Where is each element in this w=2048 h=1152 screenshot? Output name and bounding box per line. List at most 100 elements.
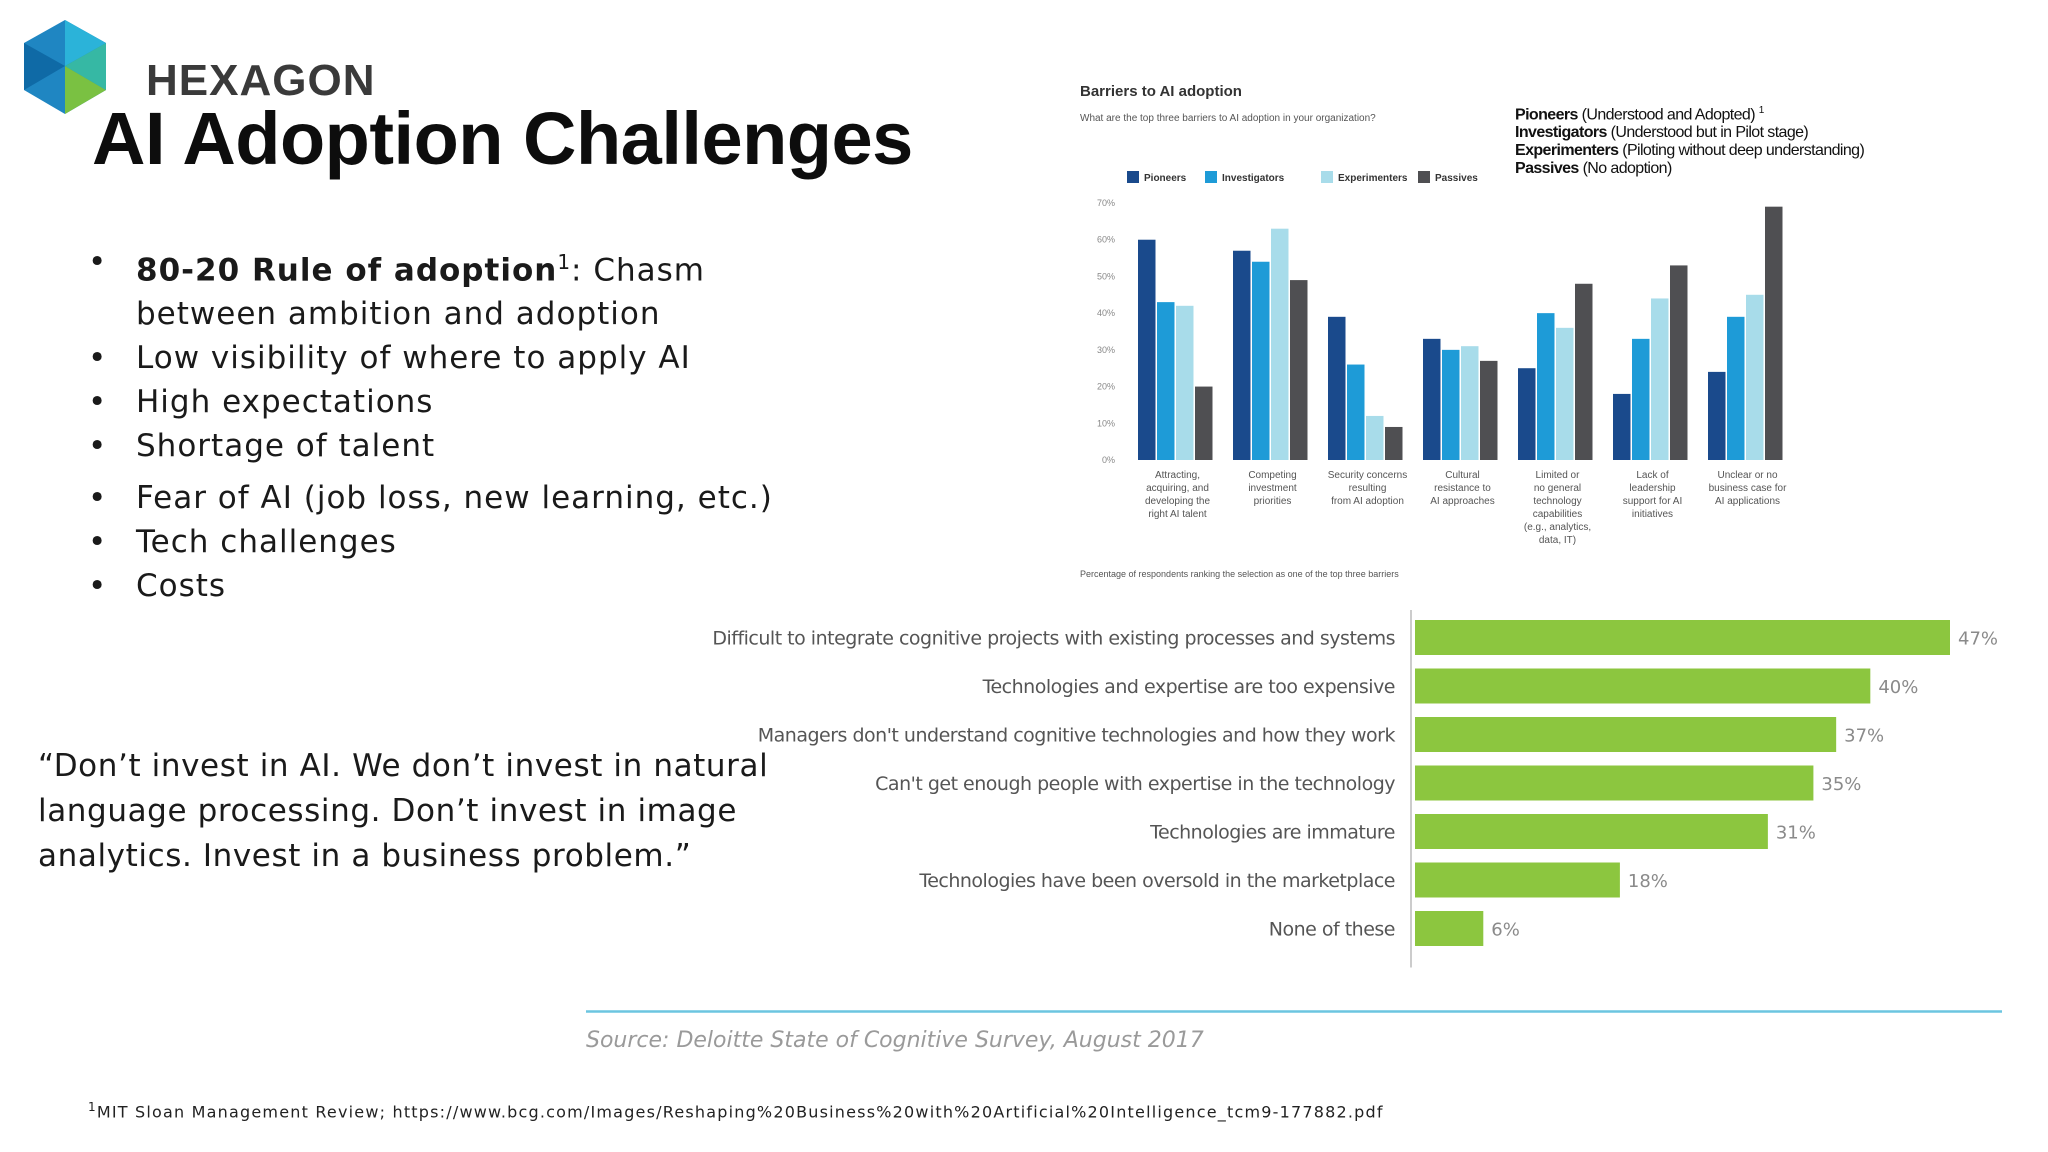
definition-term: Passives (1515, 160, 1579, 178)
data-label: 6% (1491, 920, 1520, 941)
plot-area: Difficult to integrate cognitive project… (712, 610, 1998, 968)
bullet-dot-icon: • (88, 340, 108, 377)
legend-swatch (1418, 171, 1430, 183)
x-tick-label: initiatives (1632, 509, 1673, 520)
y-tick-label: 40% (1097, 308, 1115, 318)
y-tick-label: 20% (1097, 382, 1115, 392)
bullet-dot-icon: • (88, 428, 108, 465)
x-tick-label: Unclear or no (1717, 470, 1777, 481)
barriers-bar-chart: Barriers to AI adoption What are the top… (1080, 83, 1787, 579)
bullet-item: • Tech challenges (88, 520, 828, 564)
bar (1176, 305, 1194, 460)
y-tick-label: 30% (1097, 345, 1115, 355)
bar (1651, 298, 1669, 460)
data-label: 47% (1958, 629, 1998, 650)
x-tick-label: resulting (1349, 483, 1387, 494)
source-text: Source: Deloitte State of Cognitive Surv… (586, 1028, 1204, 1053)
bar (1518, 368, 1536, 460)
x-tick-label: priorities (1254, 496, 1292, 507)
x-tick-label: Limited or (1536, 470, 1581, 481)
bar (1415, 911, 1484, 946)
bullet-dot-icon: • (88, 480, 108, 517)
footnote-text: MIT Sloan Management Review; https://www… (96, 1102, 1384, 1122)
plot-area (1138, 206, 1783, 460)
x-tick-label: support for AI (1623, 496, 1682, 507)
bullet-item: • Shortage of talent (88, 424, 828, 468)
bar (1632, 338, 1650, 460)
definition-item: Passives (No adoption) (1515, 160, 1864, 178)
legend-label: Investigators (1222, 173, 1285, 184)
hexagon-logo: HEXAGON (20, 18, 374, 118)
chart-note: Percentage of respondents ranking the se… (1080, 569, 1399, 579)
y-tick-label: 70% (1097, 198, 1115, 208)
bullet-text: Low visibility of where to apply AI (136, 340, 691, 377)
bullet-text: Shortage of talent (136, 428, 436, 465)
x-tick-label: Cultural (1445, 470, 1479, 481)
category-label: Can't get enough people with expertise i… (875, 773, 1395, 795)
category-label: Technologies and expertise are too expen… (982, 676, 1395, 698)
x-tick-label: data, IT) (1539, 535, 1576, 546)
chart-title: Barriers to AI adoption (1080, 83, 1242, 100)
y-tick-label: 50% (1097, 271, 1115, 281)
bullet-bold: 80-20 Rule of adoption (136, 252, 558, 289)
data-label: 18% (1628, 871, 1668, 892)
category-label: Difficult to integrate cognitive project… (712, 628, 1395, 650)
bullet-dot-icon: • (88, 244, 108, 280)
bar (1415, 620, 1950, 655)
bullet-item: • High expectations (88, 380, 828, 424)
bar (1556, 327, 1574, 460)
bar (1613, 393, 1631, 460)
bar (1366, 415, 1384, 460)
bullet-text: : Chasm between ambition and adoption (136, 252, 705, 333)
definition-term: Pioneers (1515, 106, 1578, 124)
legend-swatch (1321, 171, 1333, 183)
x-tick-label: investment (1248, 483, 1297, 494)
category-label: Technologies are immature (1149, 822, 1395, 844)
bar (1415, 668, 1871, 704)
bar (1537, 313, 1555, 460)
x-tick-label: developing the (1145, 496, 1210, 507)
legend-label: Experimenters (1338, 173, 1408, 184)
bar (1195, 386, 1213, 460)
category-label: None of these (1269, 919, 1395, 941)
footnote-sup: 1 (88, 1100, 97, 1114)
page-title: AI Adoption Challenges (92, 97, 913, 180)
data-label: 37% (1844, 726, 1884, 747)
bullet-text: Costs (136, 568, 227, 605)
bar (1157, 302, 1175, 460)
definition-sup: 1 (1758, 105, 1765, 116)
bullet-text: High expectations (136, 384, 434, 421)
x-tick-label: from AI adoption (1331, 496, 1404, 507)
x-tick-label: Attracting, (1155, 470, 1200, 481)
bullet-item: • Fear of AI (job loss, new learning, etc… (88, 476, 828, 520)
x-tick-label: leadership (1629, 483, 1676, 494)
hexagon-logo-mark-icon (24, 20, 106, 114)
data-label: 40% (1878, 677, 1918, 698)
legend-label: Pioneers (1144, 173, 1187, 184)
definition-desc: (Piloting without deep understanding) (1618, 142, 1865, 160)
definition-desc: (Understood but in Pilot stage) (1606, 124, 1809, 142)
legend-swatch (1205, 171, 1217, 183)
x-tick-label: AI approaches (1430, 496, 1495, 507)
bar (1290, 280, 1308, 460)
bar (1708, 371, 1726, 460)
x-tick-label: (e.g., analytics, (1524, 522, 1591, 533)
x-tick-label: resistance to (1434, 483, 1491, 494)
source-divider (586, 1010, 2002, 1013)
bar (1746, 294, 1764, 460)
bar (1480, 360, 1498, 460)
data-label: 35% (1821, 774, 1861, 795)
category-label: Technologies have been oversold in the m… (918, 870, 1395, 892)
bar (1138, 239, 1156, 460)
hexagon-logo-text: HEXAGON (146, 56, 376, 105)
legend-label: Passives (1435, 173, 1478, 184)
y-tick-label: 60% (1097, 235, 1115, 245)
bar (1252, 261, 1270, 460)
bar (1415, 765, 1814, 801)
bar (1415, 862, 1620, 898)
x-tick-label: capabilities (1533, 509, 1582, 520)
x-tick-label: Competing (1248, 470, 1296, 481)
bullet-item: • Costs (88, 564, 828, 608)
bullet-dot-icon: • (88, 384, 108, 421)
bar (1765, 206, 1783, 460)
